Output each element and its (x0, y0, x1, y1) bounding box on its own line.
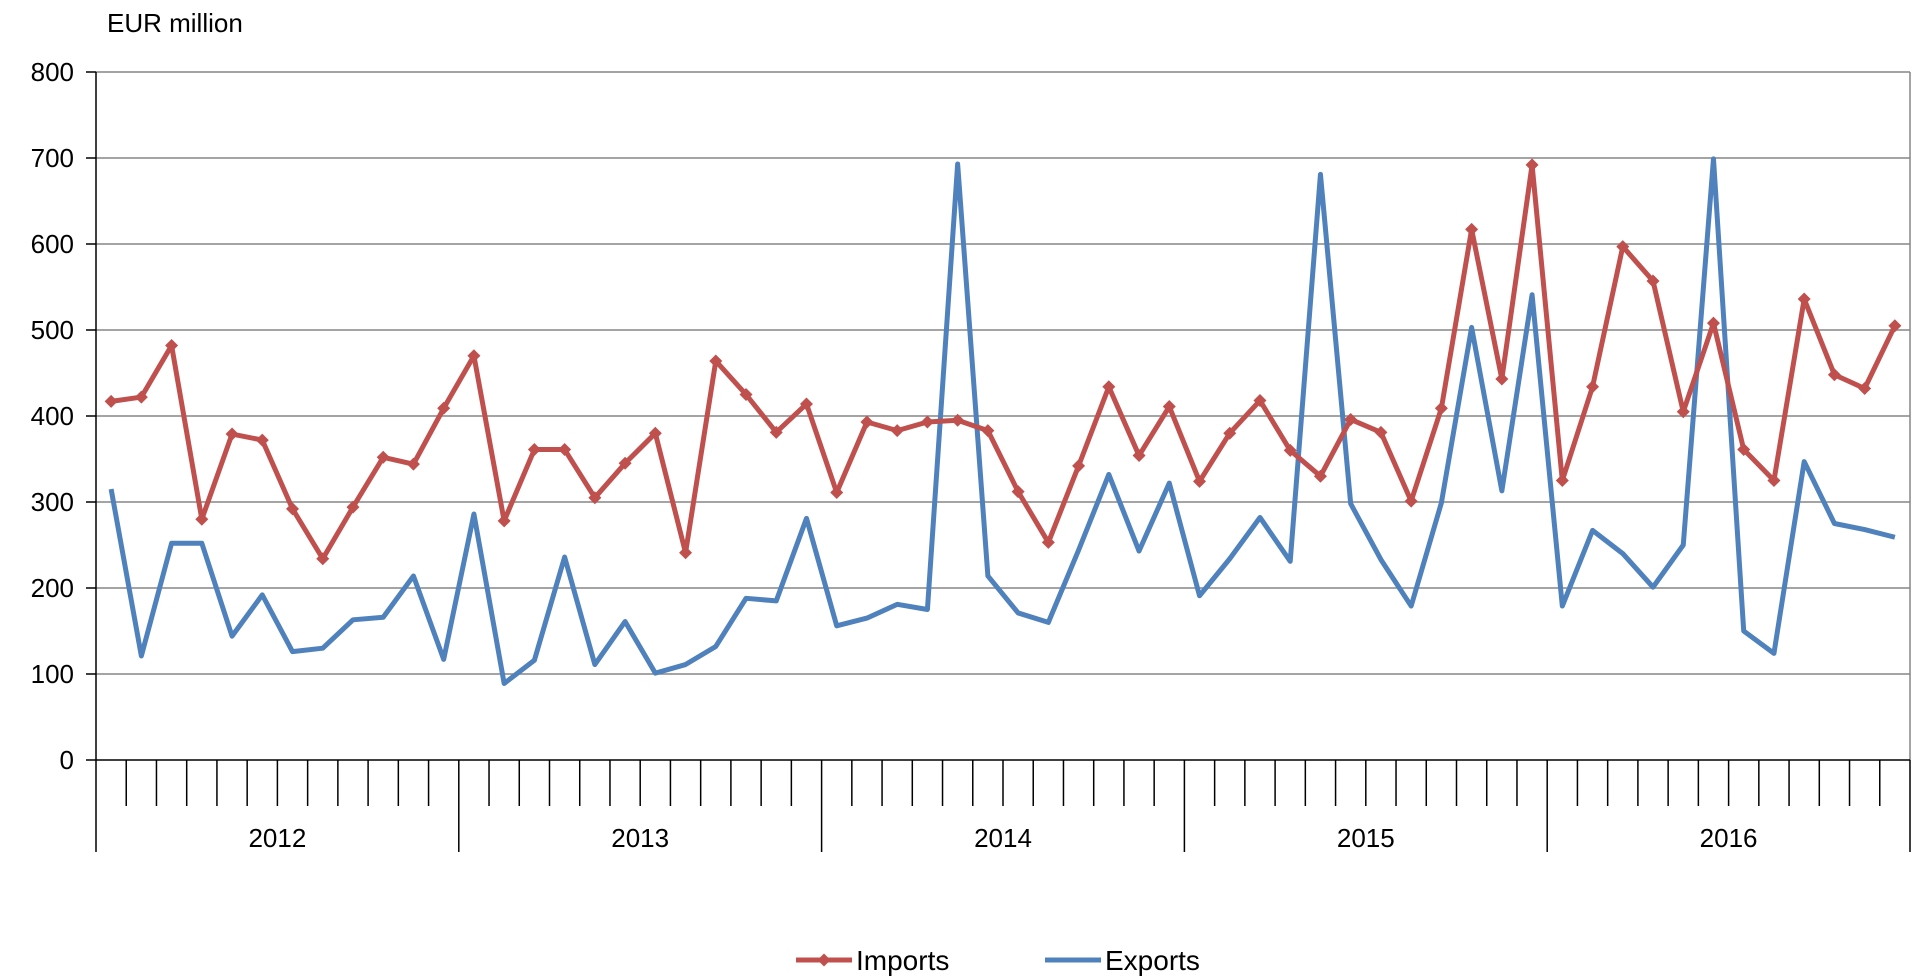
point-imports-37 (1223, 426, 1237, 440)
point-imports-41 (1344, 412, 1358, 426)
point-imports-28 (951, 413, 965, 427)
point-imports-58 (1858, 381, 1872, 395)
point-imports-9 (376, 450, 390, 464)
point-imports-11 (437, 401, 451, 415)
y-tick-label-100: 100 (31, 659, 74, 689)
x-year-label-2012: 2012 (248, 823, 306, 853)
point-imports-15 (558, 443, 572, 457)
point-imports-13 (497, 514, 511, 528)
point-imports-20 (709, 354, 723, 368)
point-imports-21 (739, 388, 753, 401)
point-imports-36 (1193, 474, 1207, 488)
point-imports-25 (860, 415, 874, 429)
legend: Imports Exports (796, 945, 1200, 976)
point-imports-19 (679, 546, 693, 560)
point-imports-52 (1676, 405, 1690, 419)
point-imports-34 (1132, 449, 1146, 463)
axes: 0 100 200 300 400 500 600 700 800 2012 2013 2014 201… (31, 57, 1911, 853)
point-imports-57 (1827, 368, 1841, 382)
point-imports-4 (225, 427, 239, 441)
point-imports-16 (588, 491, 602, 505)
legend-label-imports: Imports (856, 945, 949, 976)
point-imports-56 (1797, 292, 1811, 306)
point-imports-45 (1465, 222, 1479, 236)
point-imports-31 (1041, 535, 1055, 549)
point-imports-59 (1888, 319, 1902, 333)
y-tick-label-200: 200 (31, 573, 74, 603)
point-imports-44 (1434, 401, 1448, 415)
y-tick-label-300: 300 (31, 487, 74, 517)
y-tick-label-800: 800 (31, 57, 74, 87)
point-imports-50 (1616, 240, 1630, 254)
x-year-label-2013: 2013 (611, 823, 669, 853)
point-imports-35 (1162, 400, 1176, 414)
point-imports-32 (1072, 459, 1086, 473)
point-imports-0 (104, 394, 118, 408)
y-tick-label-400: 400 (31, 401, 74, 431)
y-tick-label-500: 500 (31, 315, 74, 345)
x-year-label-2014: 2014 (974, 823, 1032, 853)
point-imports-38 (1253, 394, 1267, 408)
point-imports-46 (1495, 372, 1509, 386)
point-imports-51 (1646, 274, 1660, 288)
y-tick-label-600: 600 (31, 229, 74, 259)
point-imports-8 (346, 500, 360, 514)
series-line-imports (110, 162, 1898, 562)
y-tick-label-700: 700 (31, 143, 74, 173)
legend-label-exports: Exports (1105, 945, 1200, 976)
point-imports-17 (618, 456, 632, 470)
point-imports-14 (527, 443, 541, 457)
point-imports-23 (799, 397, 813, 411)
point-imports-22 (769, 425, 783, 439)
x-year-label-2015: 2015 (1337, 823, 1395, 853)
point-imports-5 (255, 433, 269, 447)
series-line-exports (108, 156, 1896, 686)
point-imports-39 (1283, 443, 1297, 457)
point-imports-29 (981, 424, 995, 438)
point-imports-18 (648, 426, 662, 440)
y-axis-unit-label: EUR million (107, 8, 243, 38)
point-imports-7 (316, 552, 330, 566)
point-imports-2 (165, 338, 179, 352)
point-imports-43 (1404, 494, 1418, 508)
point-imports-55 (1767, 474, 1781, 487)
point-imports-48 (1555, 474, 1569, 487)
point-imports-30 (1011, 485, 1025, 499)
point-imports-26 (890, 424, 904, 438)
point-imports-24 (830, 486, 844, 500)
point-imports-40 (1313, 469, 1327, 483)
point-imports-53 (1706, 316, 1720, 330)
point-imports-12 (467, 349, 481, 363)
point-imports-33 (1102, 380, 1116, 394)
point-imports-27 (920, 415, 934, 429)
point-imports-54 (1737, 443, 1751, 457)
point-imports-49 (1586, 380, 1600, 394)
point-imports-42 (1374, 425, 1388, 439)
gridlines (96, 71, 1910, 675)
point-imports-1 (134, 390, 148, 404)
series-layer (104, 156, 1902, 686)
legend-marker-imports (817, 953, 831, 967)
y-tick-label-0: 0 (60, 745, 74, 775)
x-year-label-2016: 2016 (1700, 823, 1758, 853)
point-imports-6 (286, 502, 300, 516)
point-imports-47 (1525, 158, 1539, 172)
point-imports-3 (195, 512, 209, 526)
point-imports-10 (406, 457, 420, 471)
